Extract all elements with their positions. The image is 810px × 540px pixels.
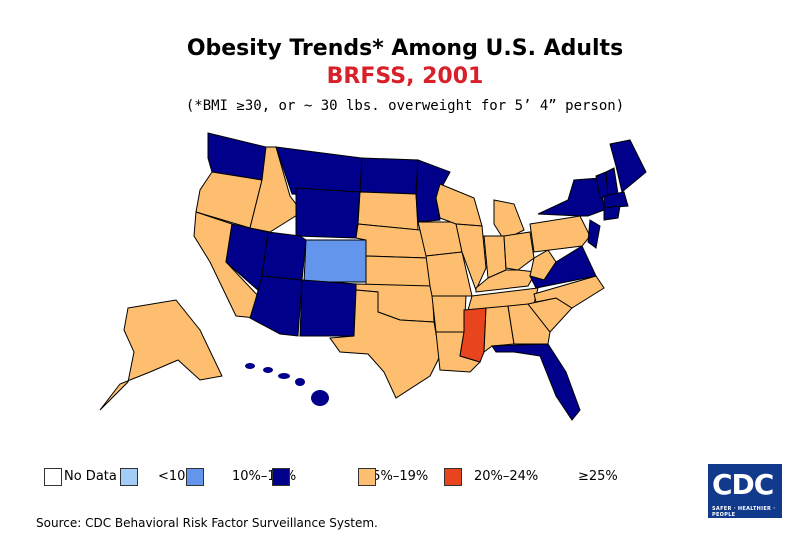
state-oregon bbox=[195, 171, 263, 229]
legend-label-no-data: No Data bbox=[64, 469, 117, 484]
source-note: Source: CDC Behavioral Risk Factor Surve… bbox=[36, 516, 378, 530]
state-alaska bbox=[99, 299, 223, 411]
cdc-logo-tagline: SAFER · HEALTHIER · PEOPLE bbox=[712, 506, 776, 518]
state-alabama bbox=[483, 305, 515, 354]
state-georgia bbox=[507, 303, 551, 345]
cdc-logo: CDC SAFER · HEALTHIER · PEOPLE bbox=[708, 464, 782, 518]
legend-label-20-24: 20%–24% bbox=[474, 469, 539, 484]
state-wisconsin bbox=[435, 183, 483, 227]
state-hawaii bbox=[245, 363, 329, 406]
legend-label-25plus: ≥25% bbox=[578, 469, 618, 484]
state-massachusetts bbox=[603, 191, 629, 209]
legend-swatch-25plus bbox=[444, 468, 462, 486]
legend-swatch-20-24 bbox=[358, 468, 376, 486]
state-wyoming bbox=[295, 187, 361, 239]
state-pennsylvania bbox=[529, 215, 591, 253]
state-colorado bbox=[303, 239, 367, 283]
map-subtitle: BRFSS, 2001 bbox=[326, 64, 484, 89]
legend-swatch-no-data bbox=[44, 468, 62, 486]
cdc-logo-text: CDC bbox=[712, 468, 774, 501]
state-new-jersey bbox=[587, 219, 601, 249]
legend-label-15-19: 15%–19% bbox=[364, 469, 429, 484]
legend-swatch-15-19 bbox=[272, 468, 290, 486]
state-iowa bbox=[417, 221, 463, 257]
state-south-dakota bbox=[357, 191, 419, 231]
map-title: Obesity Trends* Among U.S. Adults bbox=[186, 36, 624, 61]
state-mississippi bbox=[459, 307, 487, 363]
state-florida bbox=[491, 343, 581, 421]
map-note: (*BMI ≥30, or ~ 30 lbs. overweight for 5… bbox=[185, 98, 625, 114]
state-new-hampshire bbox=[605, 167, 619, 197]
state-kentucky bbox=[475, 269, 537, 293]
state-texas bbox=[329, 289, 441, 399]
state-maine bbox=[609, 139, 647, 193]
state-arkansas bbox=[431, 295, 467, 333]
state-north-dakota bbox=[359, 157, 419, 195]
state-kansas bbox=[365, 255, 431, 287]
state-new-york bbox=[537, 177, 605, 217]
state-minnesota bbox=[415, 159, 451, 223]
state-new-mexico bbox=[299, 279, 357, 337]
state-illinois bbox=[455, 223, 487, 292]
state-ohio bbox=[503, 231, 535, 271]
state-connecticut bbox=[603, 205, 621, 221]
legend-swatch-lt10 bbox=[120, 468, 138, 486]
legend-swatch-10-14 bbox=[186, 468, 204, 486]
state-utah bbox=[261, 231, 307, 281]
